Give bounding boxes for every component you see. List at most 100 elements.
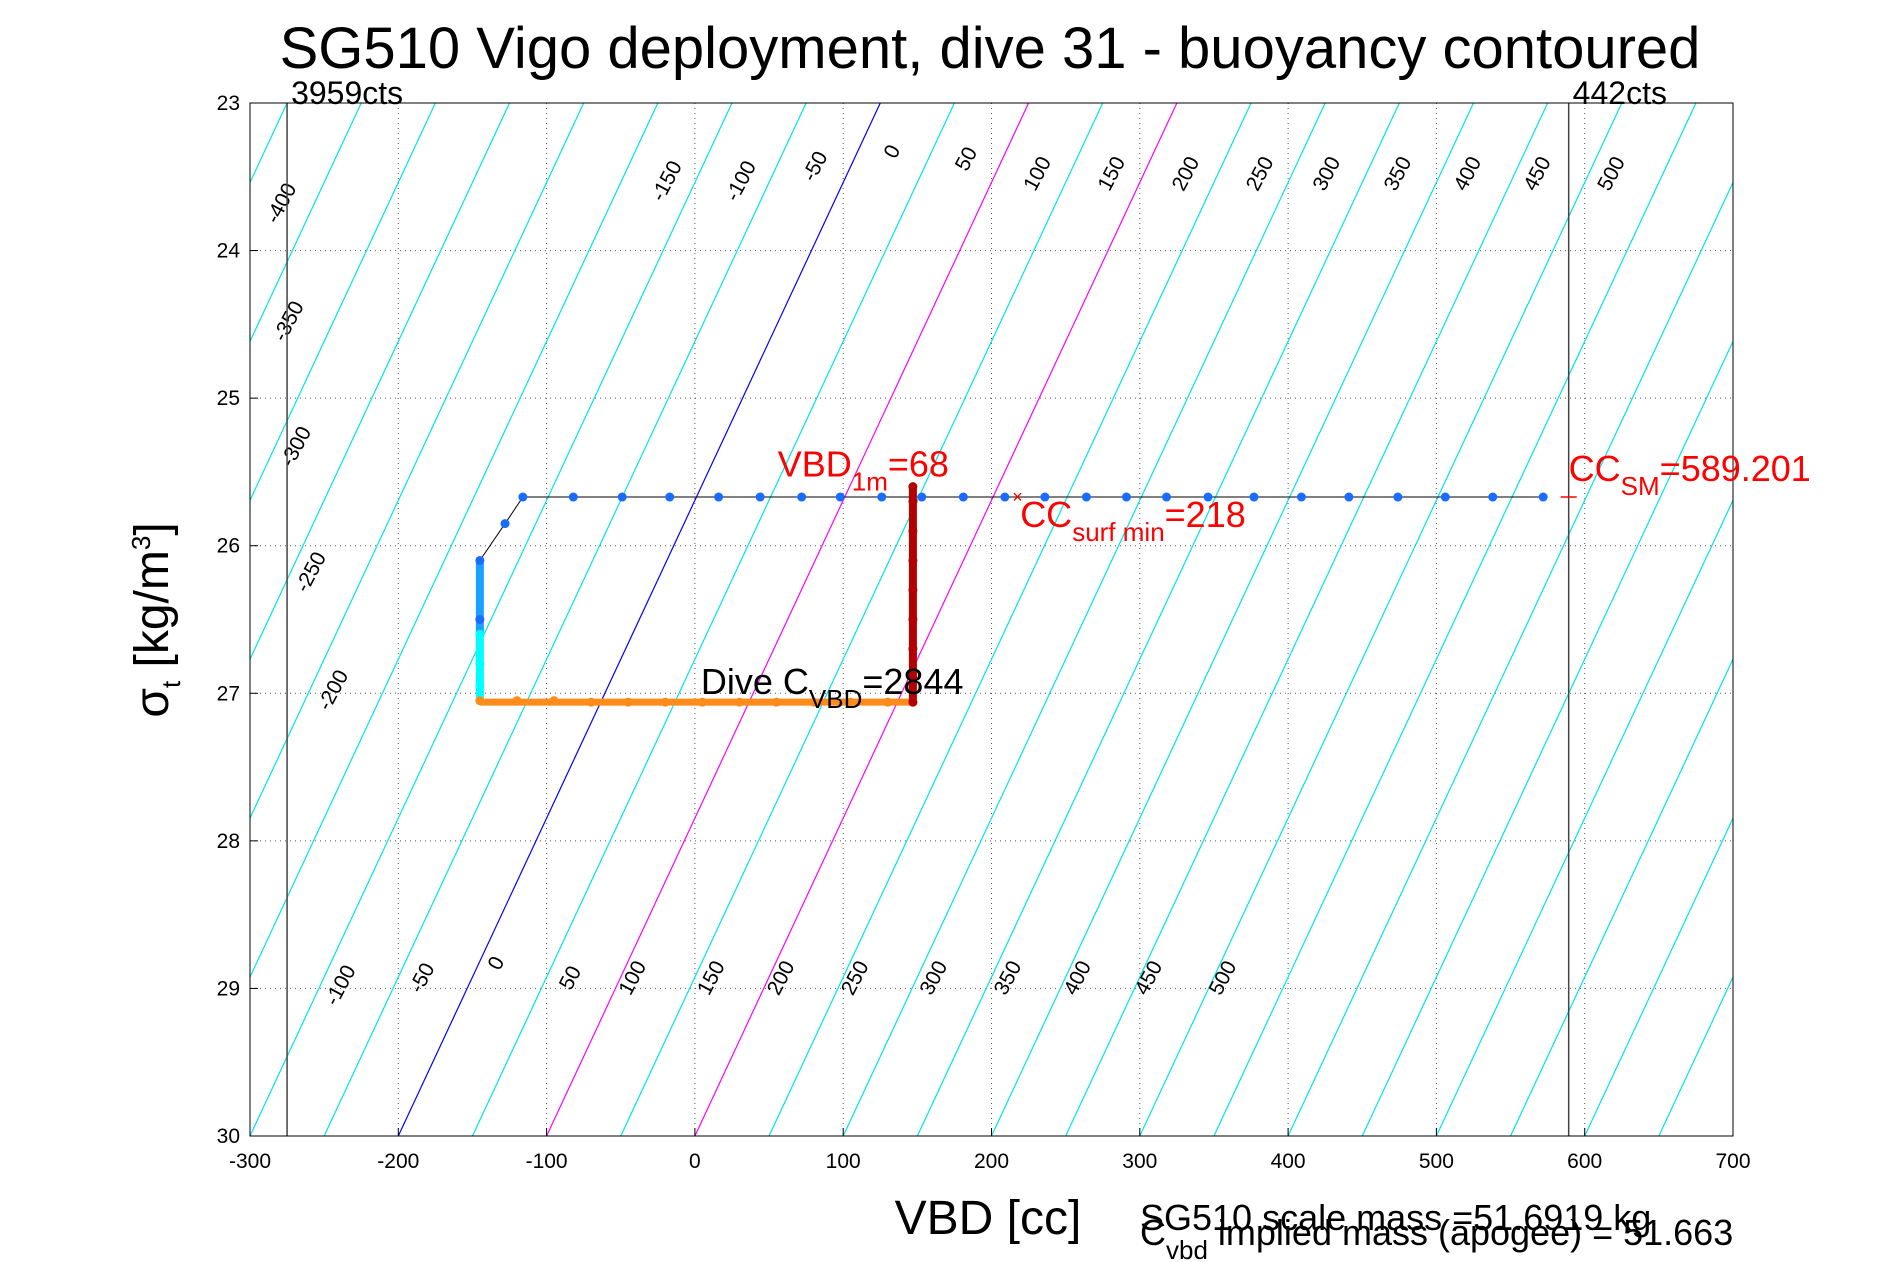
descent-point [917,492,927,502]
ascent-point [908,496,918,506]
vbd-1m-annotation: VBD1m=68 [778,444,949,497]
apogee-point [475,629,485,639]
descent-point [958,492,968,502]
cc-surf-marker: × [1012,487,1023,507]
descent-point [755,492,765,502]
contour-line [1435,498,1733,1136]
bottom-point [809,697,819,707]
descent-point [1296,492,1306,502]
x-tick-label: 600 [1567,1150,1602,1173]
chart-title: SG510 Vigo deployment, dive 31 - buoyanc… [280,16,1701,81]
y-tick-label: 26 [217,535,240,558]
descent-point [1040,492,1050,502]
contour-line [990,103,1475,1136]
buoyancy-contours [250,103,1733,1136]
count-limit-lines: 3959cts 442cts [286,75,1667,1136]
x-tick-label: 400 [1271,1150,1306,1173]
bottom-point [549,696,559,706]
x-tick-label: 300 [1122,1150,1157,1173]
contour-line [471,103,955,1136]
descent-point [1538,492,1548,502]
contour-line [250,103,511,661]
x-tick-label: 500 [1419,1150,1454,1173]
descent-point [835,492,845,502]
cc-sm-annotation: CCSM=589.201 [1569,448,1811,501]
contour-line [546,103,1030,1136]
descent-point [518,492,528,502]
bottom-point [846,697,856,707]
y-axis-ticks: 23 24 25 26 27 28 29 30 [217,92,258,1148]
annotations: VBD1m=68 ×CCsurf min=218 CCSM=589.201 Dive … [701,444,1811,714]
y-tick-label: 28 [217,830,240,853]
bottom-point [771,697,781,707]
descent-point [665,492,675,502]
y-tick-label: 25 [217,387,240,410]
cc-surf-annotation: CCsurf min=218 [1020,494,1246,547]
descent-point [1440,492,1450,502]
dive-profile [475,482,1548,707]
bottom-point [660,697,670,707]
contour-line [1287,181,1733,1136]
ascent-point [908,482,918,492]
apogee-point [475,659,485,669]
descent-point [714,492,724,502]
x-tick-label: 0 [689,1150,701,1173]
x-tick-label: -300 [229,1150,271,1173]
descent-point [1121,492,1131,502]
contour-line [250,103,362,343]
x-tick-label: 700 [1715,1150,1750,1173]
contour-line [250,103,585,820]
count-limit-label: 3959cts [291,75,403,111]
contour-line [250,103,436,502]
bottom-point [734,697,744,707]
bottom-point [623,697,633,707]
contour-line [1584,816,1733,1136]
contour-line [1139,103,1623,1136]
contour-line [1065,103,1549,1136]
ascent-point [908,674,918,684]
descent-point [1000,492,1010,502]
descent-point [475,555,485,565]
contour-line [768,103,1252,1136]
ascent-point [908,555,918,565]
contour-line [842,103,1326,1136]
y-tick-label: 23 [217,92,240,115]
y-tick-label: 30 [217,1125,240,1148]
descent-point [1161,492,1171,502]
dive-c-vbd-annotation: Dive CVBD=2844 [701,661,964,714]
contour-line [694,103,1178,1136]
descent-point [877,492,887,502]
contour-line [620,103,1104,1136]
bottom-point [697,697,707,707]
plot-area [250,103,1733,1136]
contour-line [250,103,733,1136]
y-tick-label: 29 [217,977,240,1000]
bottom-point [475,696,485,706]
descent-point [1488,492,1498,502]
bottom-point [512,696,522,706]
footer-scale-mass: SG510 scale mass =51.6919 kg [1140,1197,1651,1238]
descent-point [1203,492,1213,502]
ascent-point [908,697,918,707]
y-tick-label: 27 [217,682,240,705]
ascent-point [908,644,918,654]
descent-point [568,492,578,502]
contour-line [250,103,659,979]
contour-line [1361,339,1733,1136]
descent-point [475,615,485,624]
apogee-point [475,681,485,691]
descent-point [797,492,807,502]
x-axis-label: VBD [cc] [895,1192,1082,1245]
x-tick-label: 200 [974,1150,1009,1173]
count-limit-label: 442cts [1573,75,1667,111]
descent-point [1393,492,1403,502]
descent-point [1249,492,1259,502]
contour-line [1510,657,1733,1136]
descent-point [1081,492,1091,502]
contour-line [397,103,881,1136]
footer-implied-mass: Cvbd implied mass (apogee) = 51.663 [1140,1212,1733,1262]
descent-point [500,519,510,529]
bottom-point [883,697,893,707]
descent-point [1344,492,1354,502]
descent-point [617,492,627,502]
